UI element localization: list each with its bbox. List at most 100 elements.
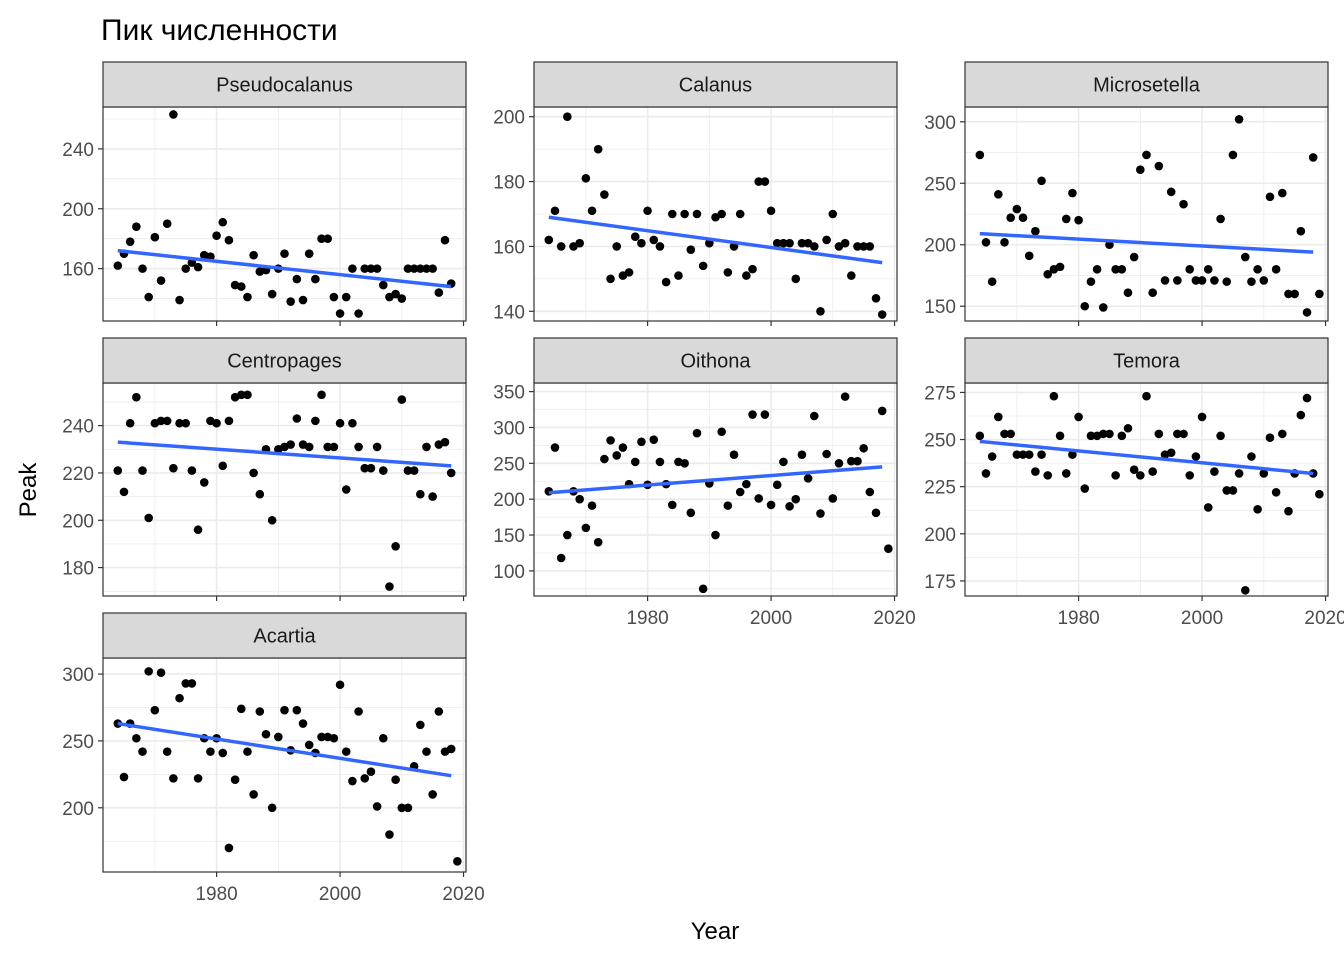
data-point bbox=[987, 277, 997, 286]
data-point bbox=[1203, 265, 1213, 274]
data-point bbox=[193, 774, 203, 783]
x-tick-label: 2000 bbox=[319, 884, 361, 905]
facet-strip bbox=[102, 61, 467, 108]
data-point bbox=[212, 231, 221, 240]
data-point bbox=[187, 679, 197, 688]
data-point bbox=[1031, 467, 1040, 476]
data-point bbox=[403, 803, 413, 813]
data-point bbox=[138, 466, 147, 475]
data-point bbox=[1284, 506, 1293, 516]
data-point bbox=[409, 264, 419, 273]
data-point bbox=[397, 803, 407, 813]
x-tick-label: 1980 bbox=[626, 608, 668, 629]
data-point bbox=[1315, 489, 1324, 499]
data-point bbox=[1173, 276, 1182, 285]
data-point bbox=[422, 442, 431, 452]
data-point bbox=[600, 454, 609, 464]
data-point bbox=[292, 274, 302, 284]
panel-pseudocalanus: Pseudocalanus 160 200 240 bbox=[62, 61, 467, 326]
data-point bbox=[391, 289, 400, 299]
data-point bbox=[267, 289, 277, 299]
data-point bbox=[1086, 277, 1096, 286]
data-point bbox=[1136, 471, 1145, 480]
data-point bbox=[1142, 391, 1151, 401]
data-point bbox=[372, 442, 382, 452]
data-point bbox=[1061, 469, 1071, 478]
data-point bbox=[162, 219, 172, 229]
data-point bbox=[218, 748, 228, 758]
data-point bbox=[847, 456, 856, 466]
data-point bbox=[1185, 471, 1195, 480]
data-point bbox=[624, 268, 634, 277]
data-point bbox=[175, 693, 184, 703]
y-tick-label: 160 bbox=[493, 237, 525, 258]
data-point bbox=[563, 530, 572, 540]
y-tick-label: 250 bbox=[493, 454, 525, 475]
data-point bbox=[292, 414, 302, 423]
trend-line bbox=[117, 721, 452, 778]
data-point bbox=[877, 310, 887, 319]
data-point bbox=[317, 234, 326, 243]
data-point bbox=[575, 238, 584, 248]
data-point bbox=[1179, 429, 1188, 439]
facet-label: Oithona bbox=[680, 351, 751, 373]
data-point bbox=[311, 274, 320, 284]
data-point bbox=[193, 262, 203, 272]
data-point bbox=[446, 744, 456, 754]
data-point bbox=[169, 463, 178, 473]
data-point bbox=[1197, 412, 1207, 422]
data-point bbox=[987, 452, 997, 461]
data-point bbox=[1123, 423, 1133, 433]
data-point bbox=[1222, 486, 1232, 495]
data-point bbox=[816, 306, 825, 316]
data-point bbox=[1068, 450, 1077, 459]
data-point bbox=[378, 466, 388, 475]
data-point bbox=[298, 295, 308, 305]
data-point bbox=[593, 537, 603, 547]
data-point bbox=[822, 449, 831, 459]
data-point bbox=[341, 292, 351, 302]
data-point bbox=[1228, 486, 1238, 495]
data-point bbox=[1012, 204, 1022, 214]
data-point bbox=[550, 443, 560, 452]
facet-label: Centropages bbox=[227, 351, 342, 373]
data-point bbox=[267, 515, 277, 525]
data-point bbox=[600, 190, 609, 199]
data-point bbox=[859, 242, 868, 251]
data-point bbox=[630, 457, 640, 467]
data-point bbox=[1061, 214, 1071, 224]
data-point bbox=[556, 553, 566, 563]
data-point bbox=[329, 733, 339, 743]
data-point bbox=[428, 492, 437, 501]
y-tick-label: 200 bbox=[62, 200, 94, 221]
data-point bbox=[680, 209, 689, 219]
data-point bbox=[113, 466, 123, 475]
y-tick-label: 200 bbox=[924, 236, 956, 257]
data-point bbox=[453, 857, 462, 866]
facet-label: Calanus bbox=[679, 75, 752, 97]
data-point bbox=[440, 235, 450, 245]
data-point bbox=[1302, 308, 1312, 317]
data-point bbox=[847, 271, 856, 280]
data-point bbox=[1098, 429, 1108, 439]
data-point bbox=[667, 209, 677, 219]
data-point bbox=[612, 451, 622, 460]
data-point bbox=[754, 177, 764, 186]
data-point bbox=[348, 776, 357, 786]
data-point bbox=[1086, 431, 1096, 441]
data-point bbox=[150, 705, 160, 715]
data-point bbox=[249, 468, 258, 478]
data-point bbox=[298, 719, 308, 728]
data-point bbox=[742, 271, 751, 280]
x-axis-title: Year bbox=[691, 918, 740, 945]
data-point bbox=[643, 206, 652, 216]
panel-acartia: Acartia 200 250 300 1980 2000 2020 bbox=[62, 612, 485, 905]
data-point bbox=[865, 242, 875, 251]
data-point bbox=[304, 442, 314, 452]
data-point bbox=[329, 292, 339, 302]
y-tick-label: 100 bbox=[493, 562, 525, 583]
data-point bbox=[698, 584, 708, 594]
data-point bbox=[630, 232, 640, 241]
y-tick-label: 300 bbox=[924, 113, 956, 134]
data-point bbox=[230, 775, 240, 785]
